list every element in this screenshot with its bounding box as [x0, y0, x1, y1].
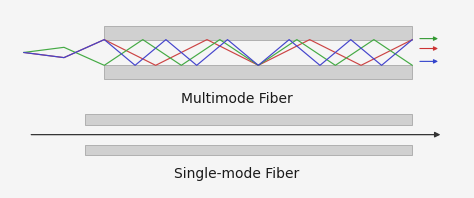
Bar — [104, 65, 412, 79]
Bar — [104, 26, 412, 40]
Bar — [85, 145, 412, 155]
Text: Single-mode Fiber: Single-mode Fiber — [174, 167, 300, 181]
Bar — [85, 114, 412, 125]
Text: Multimode Fiber: Multimode Fiber — [181, 92, 293, 106]
